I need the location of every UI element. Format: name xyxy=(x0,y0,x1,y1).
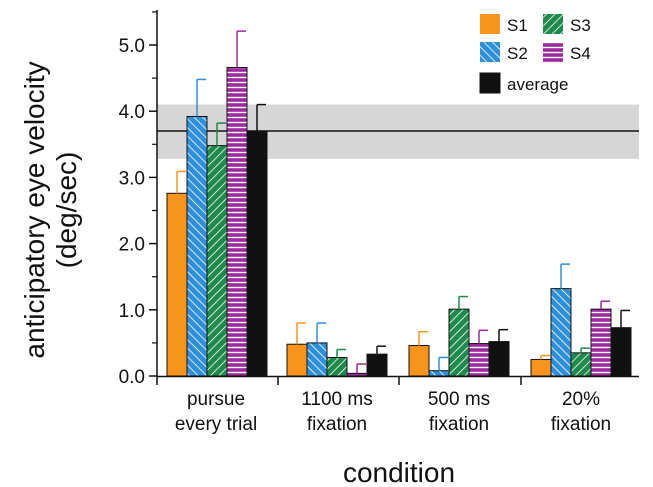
category-label-1-line1: pursue xyxy=(187,389,245,410)
y-tick-label: 0.0 xyxy=(119,367,145,388)
legend-swatch-average xyxy=(479,72,501,94)
bar-s1-1 xyxy=(166,192,188,377)
y-tick-label: 4.0 xyxy=(119,102,145,123)
bar-s3-3 xyxy=(448,308,470,377)
bar-average-3 xyxy=(488,341,510,377)
bar-s1-2 xyxy=(286,343,308,377)
y-tick-label: 1.0 xyxy=(119,301,145,322)
bar-s2-1 xyxy=(186,115,208,377)
legend-label-s1: S1 xyxy=(507,16,528,35)
category-label-3-line2: fixation xyxy=(429,414,489,435)
bar-s1-3 xyxy=(408,345,430,377)
bar-s2-2 xyxy=(306,342,328,377)
bar-s3-2 xyxy=(326,356,348,377)
y-tick-label: 2.0 xyxy=(119,235,145,256)
legend-swatch-s4 xyxy=(543,42,563,62)
bar-s3-4 xyxy=(570,352,592,377)
category-label-2-line2: fixation xyxy=(307,414,367,435)
legend-swatch-s3 xyxy=(543,14,563,34)
category-label-4-line2: fixation xyxy=(551,414,611,435)
y-axis-title-line2: (deg/sec) xyxy=(51,152,82,269)
bar-s4-1 xyxy=(226,67,248,377)
y-tick-label: 5.0 xyxy=(119,36,145,57)
legend-label-average: average xyxy=(507,75,568,94)
legend-label-s3: S3 xyxy=(570,16,591,35)
axes-layer: 0.0 1.0 2.0 3.0 4.0 5.0 pursue every trial 1100 … xyxy=(119,10,639,435)
y-tick-label: 3.0 xyxy=(119,168,145,189)
bar-s2-3 xyxy=(428,370,450,377)
category-label-3-line1: 500 ms xyxy=(428,389,490,410)
category-label-1-line2: every trial xyxy=(175,414,257,435)
bar-average-2 xyxy=(366,353,388,377)
legend-label-s2: S2 xyxy=(507,44,528,63)
y-axis-title-line1: anticipatory eye velocity xyxy=(19,61,50,358)
category-label-2-line1: 1100 ms xyxy=(301,389,372,410)
bar-s4-2 xyxy=(346,372,368,377)
legend-swatch-s1 xyxy=(480,14,500,34)
bar-s3-1 xyxy=(206,145,228,377)
legend-label-s4: S4 xyxy=(570,44,591,63)
bar-s4-3 xyxy=(468,343,490,377)
bars-layer xyxy=(166,30,632,377)
bar-s4-4 xyxy=(590,308,612,377)
legend-swatch-s2 xyxy=(480,42,500,62)
x-axis-title: condition xyxy=(343,457,455,487)
bar-average-1 xyxy=(246,130,268,377)
bar-s1-4 xyxy=(530,358,552,377)
category-label-4-line1: 20% xyxy=(562,389,600,410)
bar-s2-4 xyxy=(550,288,572,377)
bar-average-4 xyxy=(610,327,632,377)
